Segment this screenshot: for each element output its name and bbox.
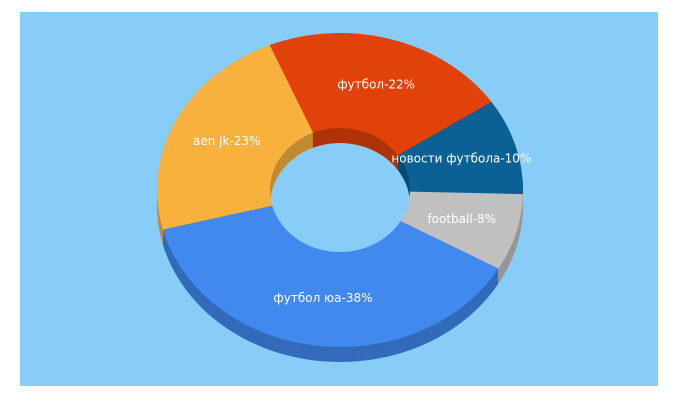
slice [157, 45, 314, 230]
slice-label: football-8% [427, 212, 496, 226]
slice [269, 33, 492, 156]
slice-label: футбол-22% [337, 78, 415, 92]
slice-label: новости футбола-10% [391, 152, 531, 166]
slice [162, 205, 499, 347]
slice-label: футбол юа-38% [273, 291, 372, 305]
slice-label: aen jk-23% [193, 134, 260, 148]
slice [400, 191, 523, 269]
slice [397, 101, 523, 195]
